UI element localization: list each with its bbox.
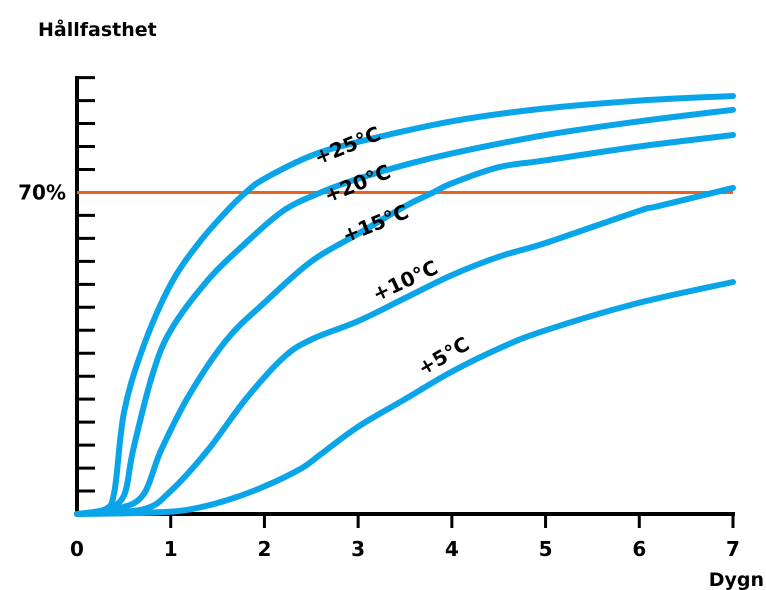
x-tick-label: 5 [539,537,553,561]
series-curves [74,93,736,517]
x-tick-label: 3 [351,537,365,561]
x-axis-title: Dygn [709,569,764,590]
series-line-2 [74,106,736,517]
series-line-1 [74,93,736,517]
series-line-4 [74,184,736,517]
reference-line-label: 70% [18,180,66,204]
axes: 0 1 2 3 4 5 6 7 [70,76,740,561]
series-line-3 [74,132,736,517]
x-tick-label: 2 [257,537,271,561]
series-label-1: +25°C [311,121,384,169]
y-axis-title: Hållfasthet [38,17,157,41]
x-tick-label: 7 [726,537,740,561]
x-tick-label: 6 [632,537,646,561]
series-label-3: +15°C [339,199,412,247]
x-tick-label: 0 [70,537,84,561]
series-labels: +25°C+20°C+15°C+10°C+5°C [311,121,474,380]
series-line-5 [74,279,736,517]
series-label-2: +20°C [321,159,394,207]
reference-line-group: 70% [18,180,733,204]
x-tick-label: 1 [164,537,178,561]
x-tick-label: 4 [445,537,459,561]
